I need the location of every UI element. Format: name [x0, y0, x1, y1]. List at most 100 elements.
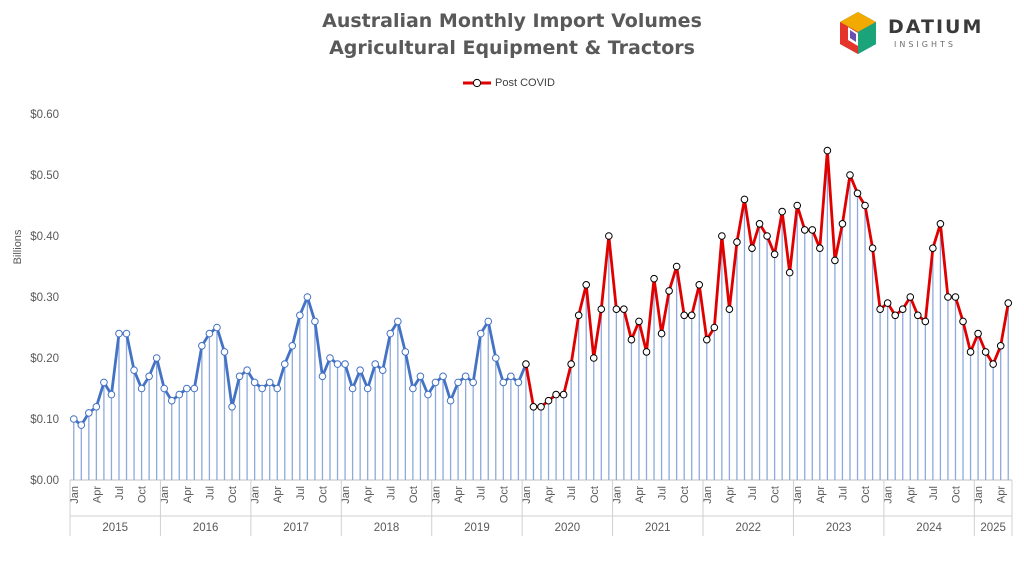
x-tick-label-month: Jul: [204, 486, 216, 500]
data-point: [371, 360, 380, 368]
data-point: [770, 250, 779, 259]
x-tick-label-month: Jul: [114, 486, 126, 500]
x-tick-label-year: 2015: [102, 522, 128, 534]
data-point: [529, 403, 538, 411]
y-tick-label: $0.10: [30, 414, 59, 426]
data-point: [235, 372, 244, 381]
x-tick-label-month: Jan: [159, 486, 171, 504]
data-point: [936, 220, 945, 228]
chart-title-line1: Australian Monthly Import Volumes: [322, 10, 702, 32]
x-tick-label-month: Apr: [724, 486, 736, 503]
data-point: [687, 311, 696, 320]
x-tick-label-month: Jul: [747, 486, 759, 500]
data-point: [378, 366, 387, 375]
data-point: [831, 256, 839, 265]
x-tick-label-month: Oct: [589, 486, 601, 503]
data-point: [763, 232, 771, 240]
data-point: [469, 378, 477, 387]
data-point: [559, 390, 568, 399]
x-tick-label-month: Apr: [815, 486, 827, 503]
data-point: [816, 244, 824, 252]
logo-subtitle: INSIGHTS: [894, 40, 956, 49]
data-point: [876, 305, 884, 314]
data-point: [891, 311, 899, 320]
data-point: [589, 354, 598, 362]
data-point: [567, 360, 575, 368]
data-point: [341, 360, 349, 368]
data-point: [250, 378, 259, 387]
data-point: [461, 372, 470, 381]
data-point: [785, 268, 794, 277]
x-tick-label-month: Jul: [385, 486, 397, 500]
x-tick-label-year: 2023: [826, 522, 852, 534]
data-point: [318, 372, 327, 381]
x-tick-label-month: Apr: [91, 486, 103, 503]
x-tick-label-month: Oct: [498, 486, 510, 503]
x-tick-label-month: Oct: [950, 486, 962, 503]
data-point: [85, 409, 93, 417]
data-point: [808, 226, 817, 234]
data-point: [657, 329, 666, 338]
x-tick-label-year: 2017: [283, 522, 309, 534]
x-tick-label-month: Oct: [770, 486, 782, 503]
data-point: [778, 207, 786, 216]
data-point: [273, 384, 282, 393]
data-point: [348, 384, 357, 393]
data-point: [537, 403, 545, 411]
logo-name: DATIUM: [888, 16, 984, 38]
x-tick-label-year: 2018: [374, 522, 400, 534]
y-axis-title: Billions: [12, 229, 24, 264]
y-tick-label: $0.20: [30, 353, 59, 365]
legend: Post COVID: [462, 74, 555, 92]
x-tick-label-month: Apr: [634, 486, 646, 503]
data-point: [311, 317, 319, 326]
x-tick-label-year: 2025: [980, 522, 1006, 534]
x-tick-label-month: Jan: [340, 486, 352, 504]
data-point: [401, 348, 410, 356]
data-point: [363, 384, 372, 393]
x-tick-label-month: Jan: [250, 486, 262, 504]
data-point: [507, 372, 515, 381]
data-point: [416, 372, 425, 381]
x-tick-label-month: Jan: [611, 486, 623, 504]
data-point: [574, 311, 583, 320]
data-point: [929, 244, 937, 252]
data-point: [642, 348, 651, 356]
legend-label: Post COVID: [495, 77, 555, 89]
x-tick-label-month: Oct: [679, 486, 691, 503]
data-point: [303, 293, 312, 301]
data-point: [107, 390, 116, 399]
x-tick-label-month: Jul: [657, 486, 669, 500]
data-point: [635, 317, 643, 326]
x-tick-label-month: Jan: [883, 486, 895, 504]
data-point: [620, 305, 628, 314]
x-tick-label-month: Jul: [837, 486, 849, 500]
legend-marker-icon: [463, 78, 491, 88]
x-tick-label-month: Apr: [544, 486, 556, 503]
y-tick-label: $0.00: [30, 475, 59, 487]
x-tick-label-month: Jul: [295, 486, 307, 500]
data-point: [130, 366, 138, 375]
x-tick-label-month: Apr: [905, 486, 917, 503]
x-tick-label-year: 2016: [193, 522, 219, 534]
x-tick-label-month: Apr: [996, 486, 1008, 503]
data-point: [597, 305, 606, 314]
data-point: [326, 354, 334, 362]
x-tick-label-month: Apr: [363, 486, 375, 503]
x-tick-label-year: 2021: [645, 522, 671, 534]
y-tick-label: $0.50: [30, 170, 59, 182]
data-point: [137, 384, 146, 393]
data-point: [883, 299, 892, 307]
data-point: [710, 323, 719, 332]
data-point: [152, 354, 161, 362]
data-point: [205, 329, 214, 338]
data-point: [861, 201, 869, 210]
data-point: [650, 274, 658, 283]
data-point: [725, 305, 734, 314]
x-tick-label-month: Oct: [227, 486, 239, 503]
x-tick-label-month: Oct: [317, 486, 329, 503]
data-point: [243, 366, 251, 375]
data-point: [446, 396, 455, 405]
data-point: [77, 421, 86, 429]
